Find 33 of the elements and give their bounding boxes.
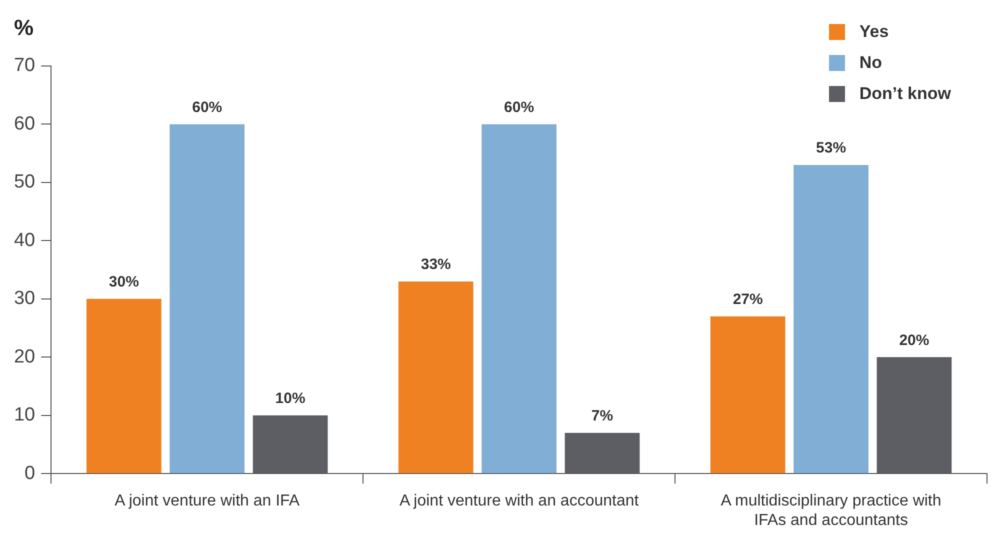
data-label: 7% [591,407,614,424]
x-tick-label: A multidisciplinary practice with IFAs and accountants [720,492,942,529]
y-tick-label: 40 [14,230,36,251]
bar [710,316,786,474]
y-tick-label: 20 [14,346,36,368]
legend-label: No [859,52,882,72]
y-tick-label: 10 [14,404,36,426]
y-axis-title: % [14,15,34,40]
data-label: 53% [816,140,846,157]
data-label: 60% [192,98,222,116]
x-tick-label: A joint venture with an IFA [114,492,300,510]
bar [252,415,328,474]
bar [794,164,868,474]
data-label: 60% [504,98,534,116]
bar [170,124,245,474]
bar [564,432,640,474]
legend-label: Don’t know [859,84,951,104]
x-tick-label: A joint venture with an accountant [399,492,640,510]
y-tick-label: 0 [24,462,36,484]
data-label: 27% [732,291,763,308]
y-tick-label: 30 [14,288,36,310]
data-label: 20% [899,332,930,349]
bar [482,124,556,474]
bar [398,281,474,474]
y-tick-label: 70 [14,55,36,76]
bar [876,357,952,474]
y-tick-label: 60 [14,113,36,134]
data-label: 10% [275,390,306,408]
legend-label: Yes [859,22,889,42]
data-label: 33% [420,256,451,274]
bar [86,298,162,474]
y-tick-label: 50 [14,172,36,193]
data-label: 30% [108,274,139,291]
